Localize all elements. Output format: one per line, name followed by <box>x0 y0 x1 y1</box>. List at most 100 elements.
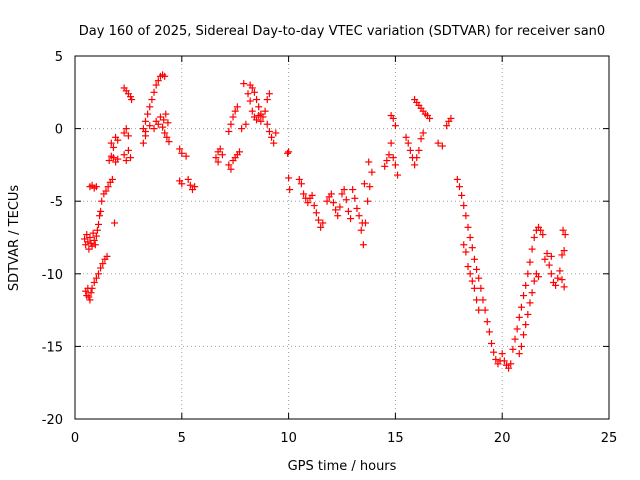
data-point <box>148 96 156 104</box>
data-point <box>539 231 547 239</box>
data-point <box>120 129 128 137</box>
data-point <box>438 142 446 150</box>
data-point <box>114 136 122 144</box>
data-point <box>515 313 523 321</box>
data-point <box>216 145 224 153</box>
data-point <box>528 245 536 253</box>
data-point <box>365 158 373 166</box>
data-point <box>265 90 273 98</box>
data-point <box>351 194 359 202</box>
data-point <box>300 190 308 198</box>
y-tick-label: 5 <box>55 50 63 65</box>
data-point <box>344 207 352 215</box>
data-point <box>184 175 192 183</box>
data-point <box>517 303 525 311</box>
data-point <box>268 133 276 141</box>
data-point <box>97 264 105 272</box>
data-point <box>139 139 147 147</box>
data-point <box>453 175 461 183</box>
data-point <box>286 186 294 194</box>
data-point <box>285 174 293 182</box>
data-point <box>164 119 172 127</box>
data-point <box>263 120 271 128</box>
data-point <box>466 234 474 241</box>
y-tick-label: -5 <box>50 195 63 210</box>
data-point <box>334 212 342 220</box>
data-point <box>468 244 476 252</box>
data-point <box>349 186 357 194</box>
data-point <box>238 125 246 133</box>
data-point <box>389 154 397 162</box>
data-point <box>242 120 250 128</box>
data-point <box>411 161 419 169</box>
data-point <box>315 216 323 224</box>
data-point <box>248 107 256 115</box>
data-point <box>97 207 105 215</box>
data-point <box>417 135 425 143</box>
data-point <box>165 138 173 146</box>
data-point <box>98 197 106 205</box>
data-point <box>218 151 226 159</box>
data-point <box>212 154 220 162</box>
data-point <box>470 284 478 292</box>
data-point <box>225 161 233 169</box>
x-tick-label: 15 <box>387 431 404 446</box>
data-point <box>304 199 312 207</box>
data-point <box>94 220 102 228</box>
data-point <box>152 81 160 89</box>
data-point <box>270 139 278 147</box>
data-point <box>522 281 530 289</box>
data-point <box>94 270 102 278</box>
data-point <box>511 335 519 343</box>
data-point <box>162 110 170 118</box>
data-point <box>146 122 154 130</box>
data-point <box>272 129 280 137</box>
x-axis-label: GPS time / hours <box>288 459 397 474</box>
data-point <box>554 274 562 282</box>
data-point <box>358 219 366 227</box>
data-point <box>127 154 135 162</box>
data-point <box>92 232 100 240</box>
data-point <box>530 277 538 285</box>
data-point <box>176 145 184 153</box>
data-point <box>513 325 521 333</box>
data-point <box>105 157 113 165</box>
grid-lines <box>75 56 609 419</box>
data-point <box>340 186 348 194</box>
data-point <box>329 199 337 207</box>
data-point <box>383 157 391 165</box>
data-point <box>485 328 493 336</box>
data-point <box>404 139 412 147</box>
data-point <box>434 139 442 147</box>
data-point <box>558 251 566 259</box>
data-point <box>146 103 154 111</box>
data-point <box>253 96 261 104</box>
data-point <box>475 306 483 314</box>
data-point <box>391 161 399 169</box>
data-point <box>227 120 235 128</box>
data-point <box>481 306 489 314</box>
data-point <box>246 97 254 105</box>
data-point <box>92 274 100 282</box>
data-point <box>317 223 325 231</box>
data-point <box>310 202 318 210</box>
data-point <box>124 132 132 140</box>
data-point <box>295 175 303 183</box>
data-point <box>464 223 472 231</box>
data-point <box>159 123 167 131</box>
data-point <box>543 249 551 257</box>
data-point <box>460 202 468 210</box>
data-point <box>524 270 532 278</box>
data-points <box>81 71 569 372</box>
data-point <box>319 219 327 227</box>
data-point <box>108 175 116 183</box>
data-point <box>240 80 248 88</box>
data-point <box>355 212 363 220</box>
data-point <box>520 292 528 300</box>
data-point <box>191 183 199 191</box>
data-point <box>114 155 122 163</box>
data-point <box>526 299 534 307</box>
data-point <box>556 267 564 275</box>
data-point <box>547 270 555 278</box>
